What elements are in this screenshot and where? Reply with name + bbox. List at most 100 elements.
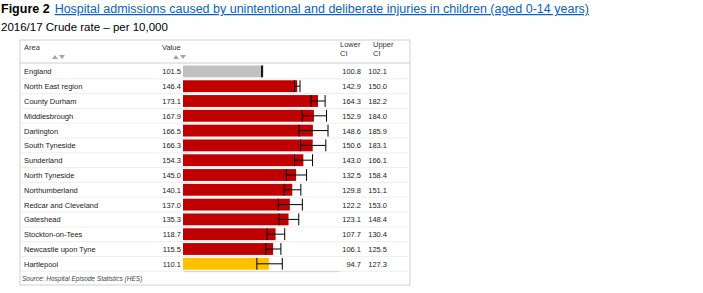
bar: [183, 228, 276, 240]
chart: Figure 2 Hospital admissions caused by un…: [0, 0, 703, 293]
row-separator: [20, 78, 410, 79]
title: Hospital admissions caused by unintentio…: [55, 2, 589, 16]
title-line: Figure 2 Hospital admissions caused by un…: [1, 2, 589, 16]
ci-lower-label: 94.7: [346, 260, 361, 269]
row-separator: [20, 167, 410, 168]
row-separator: [20, 93, 410, 94]
ci-lower-label: 150.6: [342, 141, 361, 150]
category-label: Middlesbrough: [24, 112, 73, 121]
header-separator: [20, 63, 410, 64]
bar: [183, 154, 303, 166]
data-label: 166.5: [162, 127, 181, 136]
ci-upper-label: 130.4: [368, 230, 387, 239]
data-label: 118.7: [163, 230, 181, 239]
row-separator: [20, 123, 410, 124]
column-header: Value: [162, 43, 181, 52]
bar: [183, 199, 290, 211]
data-label: 167.9: [162, 112, 181, 121]
ci-upper-label: 150.0: [368, 82, 387, 91]
column-header: LowerCI: [340, 40, 361, 58]
error-bar: [284, 184, 301, 196]
ci-lower-label: 152.9: [342, 112, 361, 121]
error-bar: [311, 95, 325, 107]
ci-lower-label: 164.3: [342, 97, 361, 106]
column-header: UpperCI: [373, 40, 394, 58]
ci-upper-label: 151.1: [368, 186, 387, 195]
data-label: 173.1: [162, 97, 181, 106]
bar: [183, 169, 296, 181]
ci-upper-label: 185.9: [368, 127, 387, 136]
ci-upper-label: 125.5: [368, 245, 387, 254]
error-bar: [295, 154, 313, 166]
plot-area: [183, 65, 328, 269]
ci-lower-label: 129.8: [342, 186, 361, 195]
data-label: 166.3: [162, 141, 181, 150]
bar: [183, 243, 273, 255]
ci-upper-label: 183.1: [368, 141, 387, 150]
category-label: Sunderland: [24, 156, 62, 165]
source: Source: Hospital Episode Statistics (HES…: [22, 275, 142, 283]
bar: [183, 184, 292, 196]
axis-line: [184, 271, 340, 272]
error-bar: [300, 139, 325, 151]
error-bar: [257, 258, 282, 270]
ci-lower-label: 100.8: [342, 67, 361, 76]
bar: [183, 80, 297, 92]
error-bar: [278, 199, 302, 211]
category-label: County Durham: [24, 97, 77, 106]
ci-lower-label: 148.6: [342, 127, 361, 136]
ci-upper-label: 158.4: [368, 171, 387, 180]
category-label: Hartlepool: [24, 260, 59, 269]
error-bar: [279, 213, 299, 225]
category-label: South Tyneside: [24, 141, 76, 150]
row-separator: [20, 212, 410, 213]
category-label: England: [24, 67, 52, 76]
bar: [183, 65, 262, 77]
category-label: North Tyneside: [24, 171, 74, 180]
category-label: Gateshead: [24, 215, 61, 224]
error-bar: [302, 110, 326, 122]
error-bar: [286, 169, 306, 181]
ci-upper-label: 184.0: [368, 112, 387, 121]
row-separator: [20, 182, 410, 183]
error-bar: [299, 125, 328, 137]
data-label: 110.1: [163, 260, 181, 269]
error-bar: [267, 228, 285, 240]
sort-arrow-up: [52, 55, 58, 59]
row-separator: [20, 226, 410, 227]
row-separator: [20, 197, 410, 198]
data-label: 137.0: [162, 201, 181, 210]
category-label: Northumberland: [24, 186, 78, 195]
ci-lower-label: 107.7: [342, 230, 361, 239]
ci-upper-label: 148.4: [368, 215, 387, 224]
category-label: Redcar and Cleveland: [24, 201, 98, 210]
error-bar: [262, 65, 263, 77]
bar: [183, 95, 318, 107]
sort-arrow-down: [180, 55, 186, 59]
category-label: North East region: [24, 82, 82, 91]
ci-upper-label: 102.1: [368, 67, 387, 76]
ci-upper-label: 153.0: [368, 201, 387, 210]
x-axis: [184, 271, 340, 272]
ci-upper-label: 182.2: [368, 97, 387, 106]
bar: [183, 110, 314, 122]
subtitle: 2016/17 Crude rate – per 10,000: [1, 21, 168, 33]
row-separator: [20, 108, 410, 109]
category-label: Darlington: [24, 127, 58, 136]
row-separator: [20, 138, 410, 139]
ci-upper-label: 127.3: [368, 260, 387, 269]
sort-arrow-down: [59, 55, 65, 59]
error-bar: [294, 80, 300, 92]
error-bar: [266, 243, 281, 255]
bar: [183, 258, 269, 270]
ci-lower-label: 123.1: [342, 215, 361, 224]
ci-lower-label: 132.5: [342, 171, 361, 180]
row-separator: [20, 256, 410, 257]
figure-label: Figure 2: [1, 2, 50, 16]
sort-arrow-up: [173, 55, 179, 59]
data-label: 146.4: [162, 82, 181, 91]
data-label: 145.0: [162, 171, 181, 180]
bar: [183, 125, 313, 137]
table-frame: [20, 40, 410, 285]
row-separator: [20, 152, 410, 153]
